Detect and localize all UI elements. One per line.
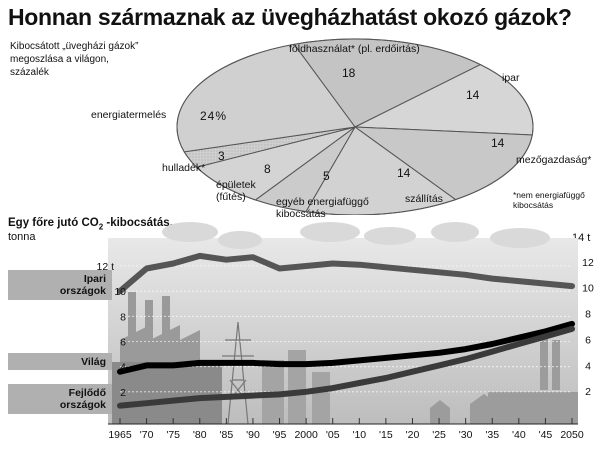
- right-y-tick-label: 6: [585, 334, 591, 346]
- line-title-sub: 2: [98, 222, 104, 232]
- x-tick-label: '80: [193, 429, 207, 441]
- right-y-tick-label: 10: [582, 283, 594, 295]
- pie-label-epuletek: épületek (fűtés): [216, 179, 256, 203]
- pie-label-ipar: ipar: [502, 72, 520, 84]
- right-y-tick-label: 2: [585, 386, 591, 398]
- x-tick-label: '15: [379, 429, 393, 441]
- x-tick-label: '90: [246, 429, 260, 441]
- left-y-tick-label: 10: [114, 286, 126, 298]
- pie-caption-line: megoszlása a világon,: [10, 54, 109, 65]
- pie-label-egyeb-line: egyéb energiafüggő: [276, 196, 369, 208]
- pie-label-epuletek-line: épületek: [216, 179, 256, 191]
- series-label-line: Ipari: [83, 273, 106, 285]
- x-tick-label: '45: [539, 429, 553, 441]
- page-title: Honnan származnak az üvegházhatást okozó…: [8, 4, 572, 30]
- pie-label-hulladek: hulladék*: [162, 162, 206, 174]
- pie-value-szallitas: 14: [397, 166, 411, 180]
- x-tick-label: 1965: [108, 429, 132, 441]
- right-y-tick-label: 12: [582, 257, 594, 269]
- x-tick-label: '10: [352, 429, 366, 441]
- right-y-ticks: 2 4 6 8 10 12: [582, 257, 594, 398]
- pie-label-egyeb-line: kibocsátás: [276, 208, 326, 220]
- pie-value-hulladek: 3: [218, 149, 225, 163]
- pie-value-energiatermeles: 24%: [200, 109, 228, 123]
- x-tick-label: '20: [406, 429, 420, 441]
- series-label-line: országok: [59, 285, 106, 297]
- pie-label-mezogazdasag: mezőgazdaság*: [516, 154, 592, 166]
- series-line-0: [117, 252, 575, 295]
- developing-illustration: [430, 330, 578, 424]
- x-tick-label: 2050: [560, 429, 584, 441]
- pie-value-ipar: 14: [466, 88, 480, 102]
- x-tick-label: '30: [459, 429, 473, 441]
- pie-label-energiatermeles: energiatermelés: [91, 109, 167, 121]
- x-axis-ticks: 1965 '70 '75 '80 '85 '90 '95 2000 '05 '10 '15 '20 '2…: [108, 418, 584, 441]
- left-y-tick-label: 6: [120, 337, 126, 349]
- x-tick-label: '85: [220, 429, 234, 441]
- pie-label-szallitas: szállítás: [405, 193, 443, 205]
- pie-chart: [176, 38, 534, 215]
- x-tick-label: '70: [140, 429, 154, 441]
- pie-caption-line: Kibocsátott „üvegházi gázok”: [10, 41, 139, 52]
- pie-footnote-line: kibocsátás: [513, 200, 554, 210]
- pie-caption-line: százalék: [10, 67, 49, 78]
- x-tick-label: '95: [273, 429, 287, 441]
- pie-outline: [176, 38, 534, 215]
- tag-ipari-bg: [8, 270, 112, 300]
- tag-fejlodo-bg: [8, 384, 112, 414]
- line-chart-title: Egy főre jutó CO2 -kibocsátás,: [8, 216, 173, 234]
- series-line-1: [117, 320, 575, 375]
- x-tick-label: 2000: [294, 429, 318, 441]
- series-label-line: Fejlődő: [68, 387, 106, 399]
- pie-label-foldhasznalat: földhasználat* (pl. erdőirtás): [289, 43, 420, 55]
- series-label-fejlodo: Fejlődő országok: [10, 387, 106, 411]
- x-tick-label: '35: [485, 429, 499, 441]
- pie-footnote-line: *nem energiafüggő: [513, 190, 585, 200]
- x-tick-label: '25: [432, 429, 446, 441]
- series-label-line: országok: [59, 399, 106, 411]
- x-tick-label: '05: [326, 429, 340, 441]
- pylon-illustration: [222, 321, 254, 425]
- pie-value-egyeb: 5: [323, 169, 330, 183]
- pie-value-epuletek: 8: [264, 162, 271, 176]
- pie-caption: Kibocsátott „üvegházi gázok” megoszlása …: [10, 40, 170, 79]
- line-title-prefix: Egy főre jutó CO: [8, 217, 99, 229]
- line-title-suffix: -kibocsátás,: [103, 217, 173, 229]
- pie-value-foldhasznalat: 18: [342, 66, 356, 80]
- pie-label-epuletek-line: (fűtés): [216, 191, 246, 203]
- series-label-vilag: Világ: [81, 356, 106, 368]
- clouds: [162, 222, 550, 249]
- right-y-tick-label: 4: [585, 360, 591, 372]
- x-tick-label: '75: [166, 429, 180, 441]
- x-tick-label: '40: [512, 429, 526, 441]
- series-line-2: [117, 325, 575, 409]
- tag-vilag-bg: [8, 353, 112, 370]
- pie-footnote: *nem energiafüggő kibocsátás: [513, 190, 593, 210]
- right-y-tick-label: 8: [585, 309, 591, 321]
- pie-value-mezogazdasag: 14: [491, 136, 505, 150]
- left-y-tick-label: 8: [120, 311, 126, 323]
- line-series: [117, 252, 575, 409]
- pie-label-egyeb: egyéb energiafüggő kibocsátás: [276, 196, 369, 220]
- left-y-tick-label: 2: [120, 387, 126, 399]
- left-y-tick-label: 4: [120, 362, 126, 374]
- series-label-ipari: Ipari országok: [10, 273, 106, 297]
- left-axis-unit: tonna: [8, 231, 36, 243]
- city-illustration: [262, 350, 330, 424]
